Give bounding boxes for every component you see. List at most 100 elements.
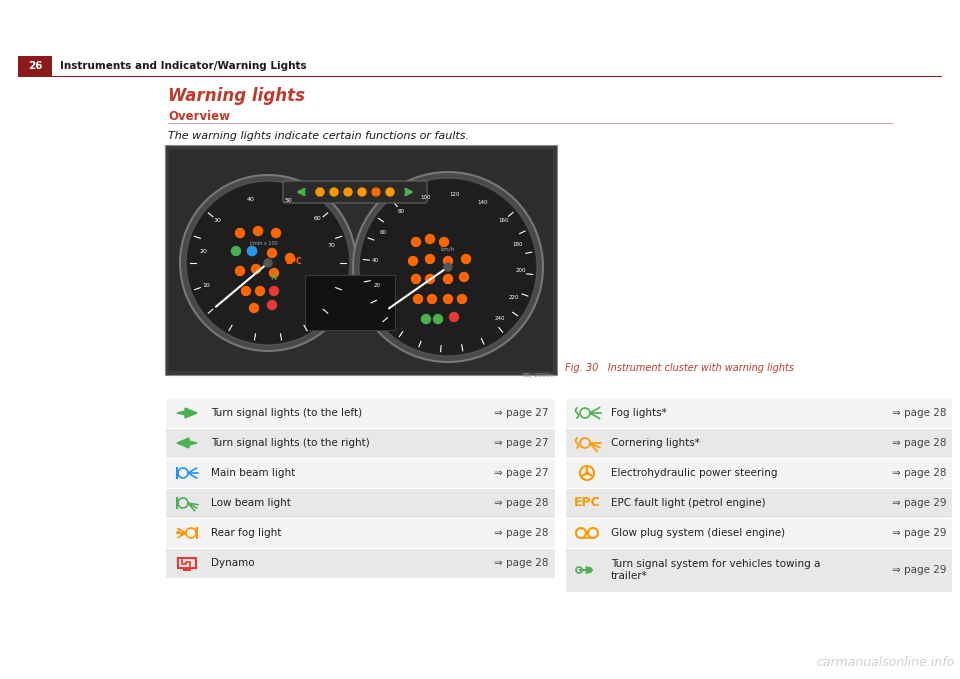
- Text: The warning lights indicate certain functions or faults.: The warning lights indicate certain func…: [168, 131, 469, 141]
- Text: ⇒ page 29: ⇒ page 29: [892, 498, 946, 508]
- Text: ⇒ page 28: ⇒ page 28: [494, 558, 549, 568]
- Bar: [565, 428, 952, 458]
- Circle shape: [255, 287, 265, 295]
- Circle shape: [250, 304, 258, 312]
- Text: km/h: km/h: [441, 246, 455, 251]
- Circle shape: [440, 238, 448, 246]
- Text: ⇒ page 29: ⇒ page 29: [892, 565, 946, 575]
- Bar: [565, 518, 952, 548]
- Bar: [165, 398, 555, 428]
- Text: EPC fault light (petrol engine): EPC fault light (petrol engine): [611, 498, 766, 508]
- Circle shape: [462, 255, 470, 263]
- Circle shape: [188, 183, 348, 343]
- Bar: [165, 518, 555, 548]
- Text: 20: 20: [374, 283, 381, 289]
- Circle shape: [412, 238, 420, 246]
- Text: Overview: Overview: [168, 109, 230, 122]
- Circle shape: [444, 257, 452, 265]
- Circle shape: [235, 229, 245, 238]
- Polygon shape: [177, 438, 197, 448]
- Text: Turn signal lights (to the left): Turn signal lights (to the left): [211, 408, 362, 418]
- Circle shape: [444, 263, 452, 271]
- Text: carmanualsonline.info: carmanualsonline.info: [817, 656, 955, 669]
- Text: 10: 10: [203, 283, 210, 288]
- Polygon shape: [177, 408, 197, 418]
- Text: Turn signal system for vehicles towing a: Turn signal system for vehicles towing a: [611, 559, 821, 569]
- Text: ⇒ page 28: ⇒ page 28: [892, 468, 946, 478]
- Text: Dynamo: Dynamo: [211, 558, 254, 568]
- Text: 40: 40: [372, 258, 379, 263]
- Text: Turn signal lights (to the right): Turn signal lights (to the right): [211, 438, 370, 448]
- Text: Fog lights*: Fog lights*: [611, 408, 667, 418]
- Circle shape: [425, 234, 435, 244]
- Text: 200: 200: [516, 268, 526, 274]
- Text: 70: 70: [327, 243, 336, 249]
- Circle shape: [248, 246, 256, 255]
- Bar: [165, 458, 555, 488]
- Circle shape: [434, 314, 443, 323]
- Text: Cornering lights*: Cornering lights*: [611, 438, 700, 448]
- Bar: [169, 149, 553, 371]
- Circle shape: [330, 188, 338, 196]
- Circle shape: [252, 265, 260, 274]
- Text: N: N: [270, 274, 276, 282]
- Circle shape: [359, 178, 537, 356]
- Text: ⇒ page 27: ⇒ page 27: [494, 408, 549, 418]
- Text: ⇒ page 29: ⇒ page 29: [892, 528, 946, 538]
- Circle shape: [344, 188, 352, 196]
- Circle shape: [235, 266, 245, 276]
- Bar: [178, 558, 196, 568]
- Text: 140: 140: [477, 200, 488, 205]
- Circle shape: [268, 301, 276, 310]
- Text: ⇒ page 27: ⇒ page 27: [494, 468, 549, 478]
- Bar: [18, 56, 52, 76]
- Bar: [165, 145, 557, 375]
- Circle shape: [285, 253, 295, 263]
- Circle shape: [248, 246, 256, 255]
- Circle shape: [272, 229, 280, 238]
- Bar: [18, 76, 942, 77]
- Text: EPC: EPC: [286, 257, 302, 265]
- Circle shape: [186, 181, 350, 345]
- Circle shape: [361, 180, 535, 354]
- Text: trailer*: trailer*: [611, 571, 648, 581]
- Circle shape: [409, 257, 418, 265]
- Circle shape: [425, 274, 435, 284]
- Circle shape: [242, 287, 251, 295]
- Text: ⇒ page 28: ⇒ page 28: [494, 528, 549, 538]
- Circle shape: [425, 255, 435, 263]
- Text: 50: 50: [284, 198, 292, 203]
- Bar: [183, 568, 191, 571]
- Text: 60: 60: [313, 217, 321, 221]
- Circle shape: [585, 471, 589, 475]
- Circle shape: [270, 268, 278, 278]
- Text: Instruments and Indicator/Warning Lights: Instruments and Indicator/Warning Lights: [60, 61, 306, 71]
- Text: ⇒ page 28: ⇒ page 28: [494, 498, 549, 508]
- Bar: [565, 488, 952, 518]
- Text: ⇒ page 28: ⇒ page 28: [892, 438, 946, 448]
- Bar: [565, 398, 952, 428]
- Circle shape: [444, 274, 452, 284]
- Text: l/min x 100: l/min x 100: [251, 240, 277, 246]
- Text: 120: 120: [449, 191, 460, 197]
- Text: 80: 80: [397, 208, 404, 214]
- Text: ⇒ page 27: ⇒ page 27: [494, 438, 549, 448]
- Circle shape: [421, 314, 430, 323]
- Circle shape: [180, 175, 356, 351]
- Text: ⇒ page 28: ⇒ page 28: [892, 408, 946, 418]
- Circle shape: [316, 188, 324, 196]
- Text: Warning lights: Warning lights: [168, 87, 305, 105]
- Circle shape: [372, 188, 380, 196]
- Text: Low beam light: Low beam light: [211, 498, 291, 508]
- Text: 220: 220: [509, 295, 519, 300]
- Text: Rear fog light: Rear fog light: [211, 528, 281, 538]
- FancyBboxPatch shape: [283, 181, 427, 203]
- Circle shape: [270, 287, 278, 295]
- Circle shape: [231, 246, 241, 255]
- Text: Main beam light: Main beam light: [211, 468, 296, 478]
- Text: B5J-2009e: B5J-2009e: [522, 373, 554, 378]
- Bar: [565, 548, 952, 592]
- Circle shape: [414, 295, 422, 304]
- Text: 30: 30: [213, 218, 222, 223]
- Circle shape: [264, 259, 272, 267]
